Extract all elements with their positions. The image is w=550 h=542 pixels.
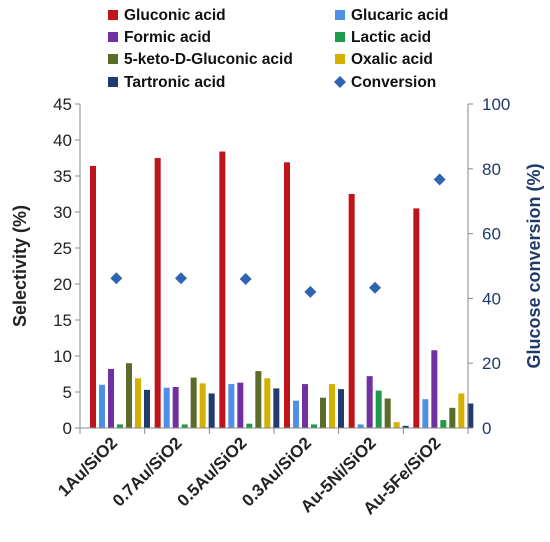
legend-label: Gluconic acid	[124, 7, 226, 24]
legend-label: Lactic acid	[351, 29, 431, 46]
bar	[208, 393, 215, 428]
bar	[117, 424, 123, 428]
bar	[393, 422, 400, 428]
chart-axes: 0510152025303540450204060801001Au/SiO20.…	[53, 95, 510, 518]
y-tick-label: 15	[53, 311, 72, 330]
bar	[311, 424, 317, 428]
bar	[338, 389, 344, 428]
conversion-point	[110, 272, 123, 285]
bar	[329, 384, 335, 428]
bar	[154, 158, 161, 428]
bar-series	[90, 151, 474, 429]
y2-tick-label: 80	[482, 160, 501, 179]
y-axis-label: Selectivity (%)	[10, 205, 30, 327]
legend-label: Tartronic acid	[124, 74, 225, 91]
bar	[440, 420, 447, 428]
y2-axis-label: Glucose conversion (%)	[524, 163, 544, 368]
bar	[237, 382, 244, 428]
bar	[375, 390, 382, 428]
bar	[384, 398, 391, 428]
bar	[366, 376, 373, 428]
legend-swatch	[335, 54, 345, 64]
legend-label: Oxalic acid	[351, 51, 433, 68]
bar	[467, 403, 474, 428]
bar	[293, 400, 299, 428]
bar	[458, 393, 465, 428]
conversion-point	[369, 281, 381, 294]
bar	[126, 363, 132, 428]
bar	[413, 208, 420, 428]
legend-label: Conversion	[351, 74, 436, 91]
y2-tick-label: 40	[482, 289, 501, 308]
y-tick-label: 45	[53, 95, 72, 114]
y2-tick-label: 100	[482, 95, 510, 114]
conversion-markers	[110, 173, 446, 298]
legend-swatch	[108, 10, 118, 20]
y-tick-label: 0	[63, 419, 72, 438]
bar	[172, 386, 179, 428]
legend-label: Glucaric acid	[351, 7, 448, 24]
bar	[348, 194, 355, 428]
bar	[449, 407, 456, 428]
y-tick-label: 30	[53, 203, 72, 222]
y-tick-label: 20	[53, 275, 72, 294]
legend-swatch	[335, 10, 345, 20]
legend-label: Formic acid	[124, 29, 211, 46]
bar	[402, 425, 409, 428]
bar	[199, 383, 206, 428]
bar	[108, 368, 114, 428]
y2-tick-label: 20	[482, 354, 501, 373]
chart-legend: Gluconic acid Glucaric acid Formic acid Lac…	[108, 7, 448, 91]
y2-tick-label: 0	[482, 419, 491, 438]
bar	[228, 384, 235, 428]
bar	[90, 165, 96, 429]
bar	[264, 378, 271, 428]
bar	[246, 423, 253, 428]
legend-swatch	[334, 76, 346, 88]
y2-tick-label: 60	[482, 225, 501, 244]
conversion-point	[304, 285, 317, 298]
bar	[99, 384, 105, 428]
bar	[219, 151, 226, 428]
conversion-point	[239, 272, 252, 285]
y-tick-label: 40	[53, 131, 72, 150]
bar	[144, 389, 150, 428]
bar	[135, 378, 141, 428]
legend-swatch	[108, 54, 118, 64]
bar	[273, 388, 280, 428]
bar	[320, 397, 326, 428]
bar	[357, 424, 364, 428]
x-tick-label: 1Au/SiO2	[54, 433, 121, 500]
conversion-point	[433, 173, 446, 186]
bar	[190, 377, 197, 428]
y-tick-label: 5	[63, 383, 72, 402]
bar	[284, 162, 290, 428]
legend-label: 5-keto-D-Gluconic acid	[124, 51, 293, 68]
bar	[431, 350, 438, 428]
bar	[181, 424, 188, 428]
bar	[302, 384, 308, 428]
y-tick-label: 10	[53, 347, 72, 366]
bar	[422, 399, 429, 428]
legend-swatch	[108, 32, 118, 42]
y-tick-label: 35	[53, 167, 72, 186]
conversion-point	[175, 272, 187, 285]
legend-swatch	[335, 32, 345, 42]
y-tick-label: 25	[53, 239, 72, 258]
legend-swatch	[108, 77, 118, 87]
bar	[255, 371, 262, 428]
bar	[163, 387, 170, 428]
